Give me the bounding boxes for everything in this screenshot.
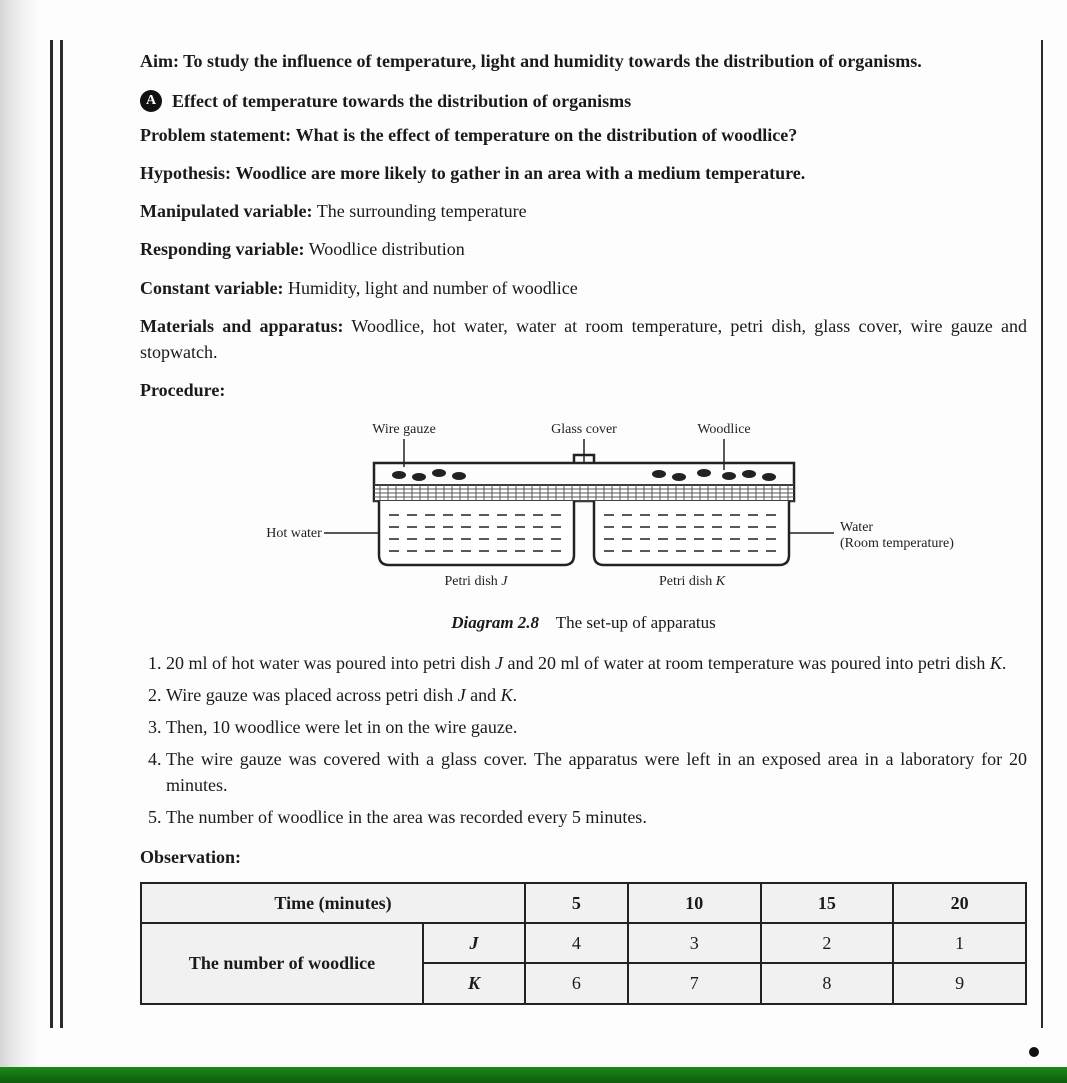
const-label: Constant variable: bbox=[140, 278, 284, 298]
problem-statement: Problem statement: What is the effect of… bbox=[140, 122, 1027, 148]
const-text: Humidity, light and number of woodlice bbox=[288, 278, 578, 298]
manip-text: The surrounding temperature bbox=[317, 201, 527, 221]
binding-rule-left-2 bbox=[60, 40, 63, 1028]
diagram-caption-text: The set-up of apparatus bbox=[556, 613, 716, 632]
label-wire-gauze: Wire gauze bbox=[372, 422, 436, 437]
label-hot-water: Hot water bbox=[266, 526, 322, 541]
time-col: 15 bbox=[761, 883, 894, 923]
corner-dot-icon bbox=[1029, 1047, 1039, 1057]
cell: 6 bbox=[525, 963, 628, 1003]
table-row: Time (minutes) 5 10 15 20 bbox=[141, 883, 1026, 923]
time-col: 5 bbox=[525, 883, 628, 923]
label-glass-cover: Glass cover bbox=[551, 422, 617, 437]
procedure-heading: Procedure: bbox=[140, 377, 1027, 403]
cell: 1 bbox=[893, 923, 1026, 963]
time-col: 20 bbox=[893, 883, 1026, 923]
procedure-step: 20 ml of hot water was poured into petri… bbox=[166, 650, 1027, 676]
procedure-list: 20 ml of hot water was poured into petri… bbox=[140, 650, 1027, 831]
manipulated-variable: Manipulated variable: The surrounding te… bbox=[140, 198, 1027, 224]
cell: 7 bbox=[628, 963, 761, 1003]
observation-table: Time (minutes) 5 10 15 20 The number of … bbox=[140, 882, 1027, 1004]
woodlice-group bbox=[392, 469, 776, 481]
diagram-caption: Diagram 2.8 The set-up of apparatus bbox=[140, 611, 1027, 636]
procedure-step: Wire gauze was placed across petri dish … bbox=[166, 682, 1027, 708]
series-name-k: K bbox=[423, 963, 525, 1003]
section-letter-badge: A bbox=[140, 90, 162, 112]
scan-shadow bbox=[0, 0, 40, 1083]
binding-rule-left-1 bbox=[50, 40, 53, 1028]
cell: 2 bbox=[761, 923, 894, 963]
section-title: Effect of temperature towards the distri… bbox=[172, 88, 631, 114]
row-group-header: The number of woodlice bbox=[141, 923, 423, 1003]
resp-label: Responding variable: bbox=[140, 239, 305, 259]
constant-variable: Constant variable: Humidity, light and n… bbox=[140, 275, 1027, 301]
series-name-j: J bbox=[423, 923, 525, 963]
time-col: 10 bbox=[628, 883, 761, 923]
cell: 4 bbox=[525, 923, 628, 963]
table-row: The number of woodlice J 4 3 2 1 bbox=[141, 923, 1026, 963]
diagram-svg: Wire gauze Glass cover Woodlice bbox=[204, 415, 964, 605]
responding-variable: Responding variable: Woodlice distributi… bbox=[140, 236, 1027, 262]
section-header: A Effect of temperature towards the dist… bbox=[140, 88, 1027, 114]
label-woodlice: Woodlice bbox=[697, 422, 750, 437]
label-water-room-2: (Room temperature) bbox=[840, 536, 954, 551]
materials-apparatus: Materials and apparatus: Woodlice, hot w… bbox=[140, 313, 1027, 365]
time-header: Time (minutes) bbox=[141, 883, 525, 923]
content-area: Aim: To study the influence of temperatu… bbox=[140, 48, 1027, 1005]
footer-bar bbox=[0, 1067, 1067, 1083]
aim-line: Aim: To study the influence of temperatu… bbox=[140, 48, 1027, 74]
problem-text: What is the effect of temperature on the… bbox=[296, 125, 798, 145]
materials-label: Materials and apparatus: bbox=[140, 316, 344, 336]
cell: 9 bbox=[893, 963, 1026, 1003]
label-petri-j: Petri dish J bbox=[444, 574, 508, 589]
cell: 8 bbox=[761, 963, 894, 1003]
page: Aim: To study the influence of temperatu… bbox=[0, 0, 1067, 1083]
procedure-step: The wire gauze was covered with a glass … bbox=[166, 746, 1027, 798]
hypothesis-text: Woodlice are more likely to gather in an… bbox=[236, 163, 806, 183]
resp-text: Woodlice distribution bbox=[309, 239, 465, 259]
label-water-room-1: Water bbox=[840, 520, 873, 535]
hypothesis: Hypothesis: Woodlice are more likely to … bbox=[140, 160, 1027, 186]
procedure-label: Procedure: bbox=[140, 380, 225, 400]
cell: 3 bbox=[628, 923, 761, 963]
binding-rule-right bbox=[1041, 40, 1043, 1028]
diagram: Wire gauze Glass cover Woodlice bbox=[140, 415, 1027, 636]
hypothesis-label: Hypothesis: bbox=[140, 163, 231, 183]
label-petri-k: Petri dish K bbox=[658, 574, 725, 589]
procedure-step: The number of woodlice in the area was r… bbox=[166, 804, 1027, 830]
problem-label: Problem statement: bbox=[140, 125, 291, 145]
observation-label: Observation: bbox=[140, 847, 241, 867]
diagram-number: Diagram 2.8 bbox=[451, 613, 539, 632]
procedure-step: Then, 10 woodlice were let in on the wir… bbox=[166, 714, 1027, 740]
observation-heading: Observation: bbox=[140, 844, 1027, 870]
manip-label: Manipulated variable: bbox=[140, 201, 313, 221]
